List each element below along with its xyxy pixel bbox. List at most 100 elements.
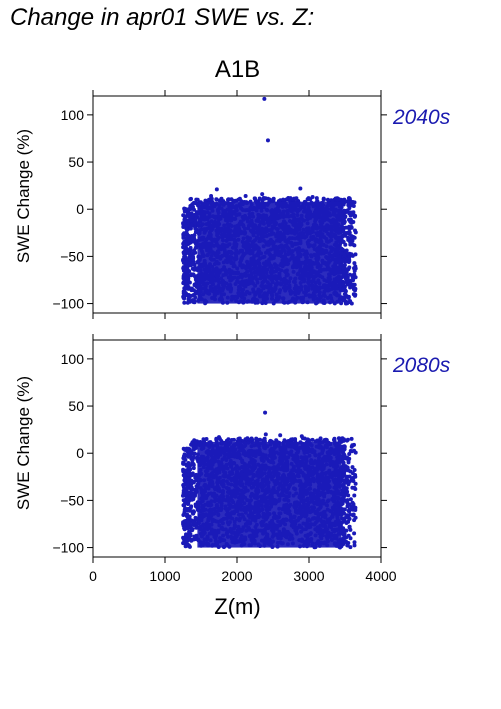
data-point [340, 221, 345, 225]
data-point [190, 492, 195, 497]
data-point [182, 300, 187, 305]
data-point [190, 497, 194, 502]
data-point [194, 525, 199, 530]
data-point [181, 492, 186, 497]
data-point [345, 499, 350, 504]
data-point [353, 230, 358, 235]
data-point [345, 543, 350, 548]
data-point [340, 295, 345, 300]
data-point [182, 217, 187, 222]
data-point [349, 436, 354, 441]
data-point [185, 279, 190, 283]
data-point [219, 197, 224, 202]
data-point [182, 251, 187, 256]
data-point [350, 465, 355, 470]
data-point [348, 497, 353, 502]
data-point [204, 437, 209, 441]
data-point [342, 455, 347, 460]
data-point [314, 196, 319, 201]
data-point [181, 485, 186, 490]
data-point [341, 282, 346, 287]
data-point [305, 197, 310, 202]
data-point [190, 298, 195, 303]
data-point [184, 537, 189, 542]
data-point [191, 255, 196, 259]
data-point [348, 219, 353, 224]
data-point [345, 465, 350, 470]
data-point [193, 230, 198, 235]
data-point [321, 197, 326, 202]
data-point [191, 272, 196, 277]
data-point [353, 293, 357, 298]
outlier-point [310, 194, 315, 199]
data-point [352, 243, 357, 248]
data-point [190, 528, 195, 533]
data-point [229, 438, 234, 442]
data-point [192, 534, 197, 539]
data-point [208, 197, 213, 202]
data-point [345, 301, 350, 306]
data-point [348, 285, 353, 290]
data-point [185, 502, 190, 506]
data-point [182, 272, 187, 277]
data-point [347, 196, 352, 201]
data-point [342, 208, 347, 213]
data-point [347, 524, 352, 529]
figure-title: Change in apr01 SWE vs. Z: [10, 4, 315, 31]
data-point [181, 213, 186, 218]
data-point [347, 206, 352, 211]
data-point [342, 481, 347, 485]
data-point [352, 200, 357, 205]
data-point [189, 234, 194, 238]
data-point [188, 245, 193, 250]
outlier-point [260, 192, 265, 197]
data-point [237, 196, 242, 201]
data-point [189, 484, 193, 489]
data-point [341, 460, 346, 465]
data-point [347, 452, 352, 456]
data-point [192, 283, 197, 288]
data-point [182, 209, 187, 214]
data-point [341, 536, 346, 541]
data-point [184, 242, 189, 247]
data-point [347, 230, 352, 235]
data-point [351, 507, 356, 512]
data-point [193, 504, 198, 509]
data-point [343, 233, 348, 238]
outlier-point [262, 96, 267, 101]
data-point [352, 531, 357, 536]
data-point [187, 214, 192, 219]
data-point [187, 544, 192, 549]
data-point [347, 456, 352, 461]
data-point [343, 289, 348, 294]
data-point [343, 242, 348, 247]
data-point [294, 196, 299, 201]
data-point [193, 219, 198, 224]
data-point [186, 286, 191, 291]
data-point [195, 197, 200, 202]
data-point [352, 543, 357, 548]
data-point [347, 255, 352, 260]
data-point [186, 453, 191, 458]
data-point [345, 275, 350, 280]
y-tick-label: 100 [61, 107, 85, 123]
data-point [344, 515, 349, 520]
data-point [340, 258, 345, 263]
data-point [266, 196, 271, 201]
data-point [281, 197, 286, 202]
data-point [181, 295, 186, 300]
dense-point-region [197, 201, 342, 304]
data-point [182, 290, 187, 295]
data-point [335, 198, 340, 203]
data-point [285, 197, 290, 202]
data-point [271, 196, 276, 201]
data-point [189, 196, 193, 201]
x-axis-label: Z(m) [214, 594, 261, 619]
data-point [191, 200, 196, 205]
data-point [184, 247, 189, 252]
outlier-point [209, 194, 214, 199]
data-point [352, 214, 357, 219]
data-point [193, 226, 198, 231]
